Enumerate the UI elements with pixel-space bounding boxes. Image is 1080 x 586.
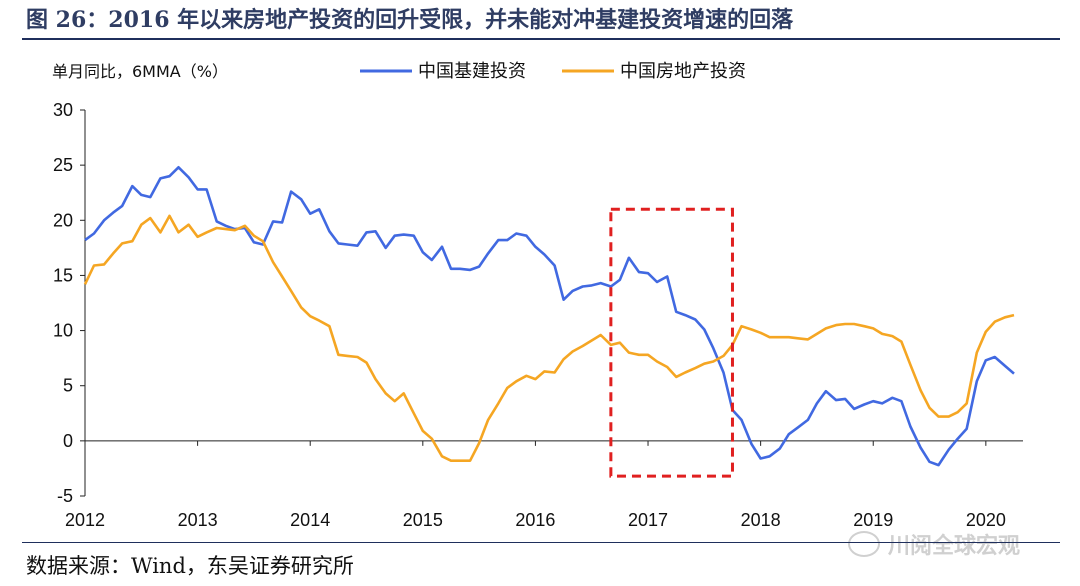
source-rule bbox=[22, 542, 1060, 543]
highlight-box-group bbox=[609, 207, 734, 478]
y-tick-label: 20 bbox=[53, 210, 73, 230]
x-tick-label: 2013 bbox=[178, 510, 218, 530]
y-tick-label: 10 bbox=[53, 321, 73, 341]
y-tick-label: 30 bbox=[53, 100, 73, 120]
legend-label-2: 中国房地产投资 bbox=[620, 61, 746, 82]
x-tick-label: 2018 bbox=[741, 510, 781, 530]
y-tick-label: 0 bbox=[63, 431, 73, 451]
x-tick-label: 2015 bbox=[403, 510, 443, 530]
chart-series bbox=[83, 166, 1015, 467]
chart-axes: -5 0 5 10 15 20 25 30 2012 2013 2014 2015 2016 2017 20… bbox=[53, 100, 1023, 530]
watermark: 川阅全球宏观 bbox=[848, 528, 1020, 560]
y-tick-label: -5 bbox=[57, 486, 73, 506]
x-tick-label: 2020 bbox=[966, 510, 1006, 530]
chart-legend: 中国基建投资 中国房地产投资 bbox=[360, 61, 746, 82]
figure-title: 图 26：2016 年以来房地产投资的回升受限，并未能对冲基建投资增速的回落 bbox=[26, 7, 794, 33]
series-line-2 bbox=[83, 214, 1015, 462]
y-axis-label: 单月同比，6MMA（%） bbox=[52, 62, 228, 81]
title-rule bbox=[22, 38, 1060, 40]
x-tick-label: 2014 bbox=[290, 510, 330, 530]
y-tick-label: 25 bbox=[53, 155, 73, 175]
x-tick-label: 2016 bbox=[515, 510, 555, 530]
watermark-text: 川阅全球宏观 bbox=[888, 534, 1021, 559]
wechat-icon bbox=[848, 531, 880, 557]
highlight-box bbox=[609, 207, 734, 478]
y-tick-label: 15 bbox=[53, 265, 73, 285]
source-note: 数据来源：Wind，东吴证券研究所 bbox=[26, 554, 354, 578]
series-line-1 bbox=[84, 166, 1015, 467]
y-tick-label: 5 bbox=[63, 376, 73, 396]
x-tick-label: 2017 bbox=[628, 510, 668, 530]
legend-label-1: 中国基建投资 bbox=[418, 61, 526, 82]
x-tick-label: 2012 bbox=[65, 510, 105, 530]
x-tick-label: 2019 bbox=[853, 510, 893, 530]
